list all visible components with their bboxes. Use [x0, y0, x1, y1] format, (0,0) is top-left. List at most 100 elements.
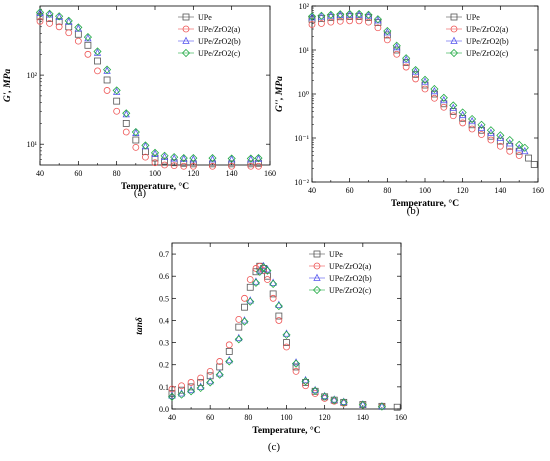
data-point [283, 343, 290, 351]
data-point [55, 23, 63, 31]
legend-marker [449, 48, 459, 58]
data-point [468, 114, 477, 124]
data-point [365, 18, 372, 26]
data-point [35, 8, 45, 17]
data-point [478, 131, 485, 138]
data-point [339, 398, 348, 407]
y-tick-label: 0.6 [159, 272, 169, 281]
data-point [487, 132, 495, 140]
data-point [275, 317, 283, 324]
data-point [496, 133, 504, 141]
chart-panel-2: 40 60 80 100 120 140 160 10⁻² 10⁻¹ 10⁰ 10¹ 10² Tempe… [275, 2, 544, 217]
data-point [228, 160, 236, 168]
x-tick-label: 100 [149, 169, 161, 178]
data-point [167, 392, 177, 401]
data-point [496, 137, 504, 145]
data-point [74, 23, 83, 32]
data-point [420, 75, 430, 84]
data-point [393, 42, 401, 51]
data-point [330, 396, 339, 405]
data-point [330, 397, 338, 405]
data-point [215, 370, 224, 379]
data-point [206, 367, 214, 375]
x-tick-label: 140 [494, 186, 506, 195]
data-point [487, 128, 495, 136]
data-point [292, 363, 300, 371]
y-tick-label: 0.7 [159, 250, 169, 259]
data-point [252, 268, 260, 276]
x-tick-label: 40 [308, 186, 316, 195]
data-point [141, 141, 150, 150]
data-point [326, 10, 335, 19]
data-point [496, 142, 504, 150]
x-tick-label: 60 [74, 169, 82, 178]
data-point [282, 330, 291, 339]
series-3 [168, 261, 386, 410]
data-point [506, 147, 514, 155]
data-point [486, 126, 495, 135]
panel-label: (b) [407, 205, 420, 217]
x-axis-label: Temperature, °C [121, 181, 189, 192]
data-point [346, 13, 354, 20]
legend-marker [182, 36, 190, 44]
data-point [373, 15, 382, 24]
data-point [321, 391, 329, 400]
legend-marker [313, 250, 321, 258]
data-point [151, 154, 159, 162]
legend-entry: UPe/ZrO2(c) [329, 286, 372, 295]
data-point [477, 123, 486, 131]
data-point [269, 294, 277, 302]
data-point [256, 262, 264, 270]
data-point [225, 341, 233, 349]
legend-entry: UPe/ZrO2(c) [466, 49, 509, 58]
data-point [234, 335, 243, 344]
data-point [515, 140, 524, 149]
data-point [247, 160, 255, 168]
data-point [178, 386, 185, 394]
series-4 [307, 9, 529, 152]
data-point [402, 63, 410, 71]
legend-marker [182, 25, 190, 33]
data-point [431, 94, 438, 102]
legend-marker [450, 25, 458, 33]
data-point [179, 153, 188, 163]
data-point [46, 15, 53, 22]
data-point [468, 125, 476, 133]
data-point [216, 358, 224, 365]
data-point [255, 267, 264, 276]
data-point [374, 24, 382, 32]
data-point [84, 50, 92, 58]
data-point [187, 383, 195, 391]
legend-marker [313, 262, 321, 270]
data-point [459, 110, 467, 119]
y-tick-label: 0.3 [159, 339, 169, 348]
chart-panel-3: 40 60 80 100 120 140 160 0.0 0.1 0.2 0.3 0.4 0.5 0.6 0… [135, 242, 407, 453]
data-point [336, 10, 345, 19]
data-point [55, 17, 63, 25]
data-point [311, 390, 319, 397]
data-point [317, 11, 326, 20]
data-point [132, 136, 140, 144]
data-point [359, 400, 367, 408]
data-point [383, 36, 391, 44]
data-point [170, 162, 178, 170]
data-point [113, 107, 121, 115]
data-point [103, 65, 112, 74]
data-point [520, 143, 529, 152]
data-point [94, 67, 101, 75]
data-point [225, 357, 234, 366]
legend-entry: UPe/ZrO2(a) [198, 25, 241, 34]
data-point [246, 297, 255, 306]
x-tick-label: 140 [357, 413, 369, 422]
data-point [487, 136, 495, 144]
y-axis-label: G'', MPa [275, 76, 285, 112]
data-point [377, 402, 386, 411]
data-point [345, 9, 354, 19]
y-tick-label: 10² [299, 2, 310, 11]
data-point [142, 153, 149, 161]
data-point [208, 153, 217, 163]
data-point [189, 160, 197, 168]
data-point [458, 108, 467, 117]
data-point [246, 154, 255, 163]
